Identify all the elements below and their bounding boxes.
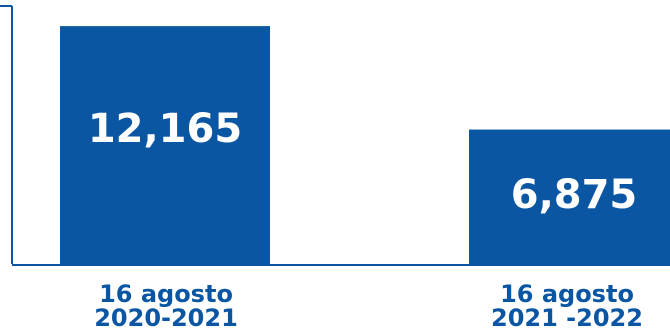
bar-value-label: 12,165 <box>88 106 242 152</box>
category-label-line2: 2021 -2022 <box>491 304 643 332</box>
category-label-line2: 2020-2021 <box>94 304 238 332</box>
category-label-line1: 16 agosto <box>500 280 634 308</box>
category-label: 16 agosto 2020-2021 <box>46 282 286 330</box>
bar <box>469 129 670 264</box>
bar <box>60 26 270 265</box>
category-label: 16 agosto 2021 -2022 <box>447 282 670 330</box>
category-label-line1: 16 agosto <box>99 280 233 308</box>
bar-value-label: 6,875 <box>511 172 638 218</box>
